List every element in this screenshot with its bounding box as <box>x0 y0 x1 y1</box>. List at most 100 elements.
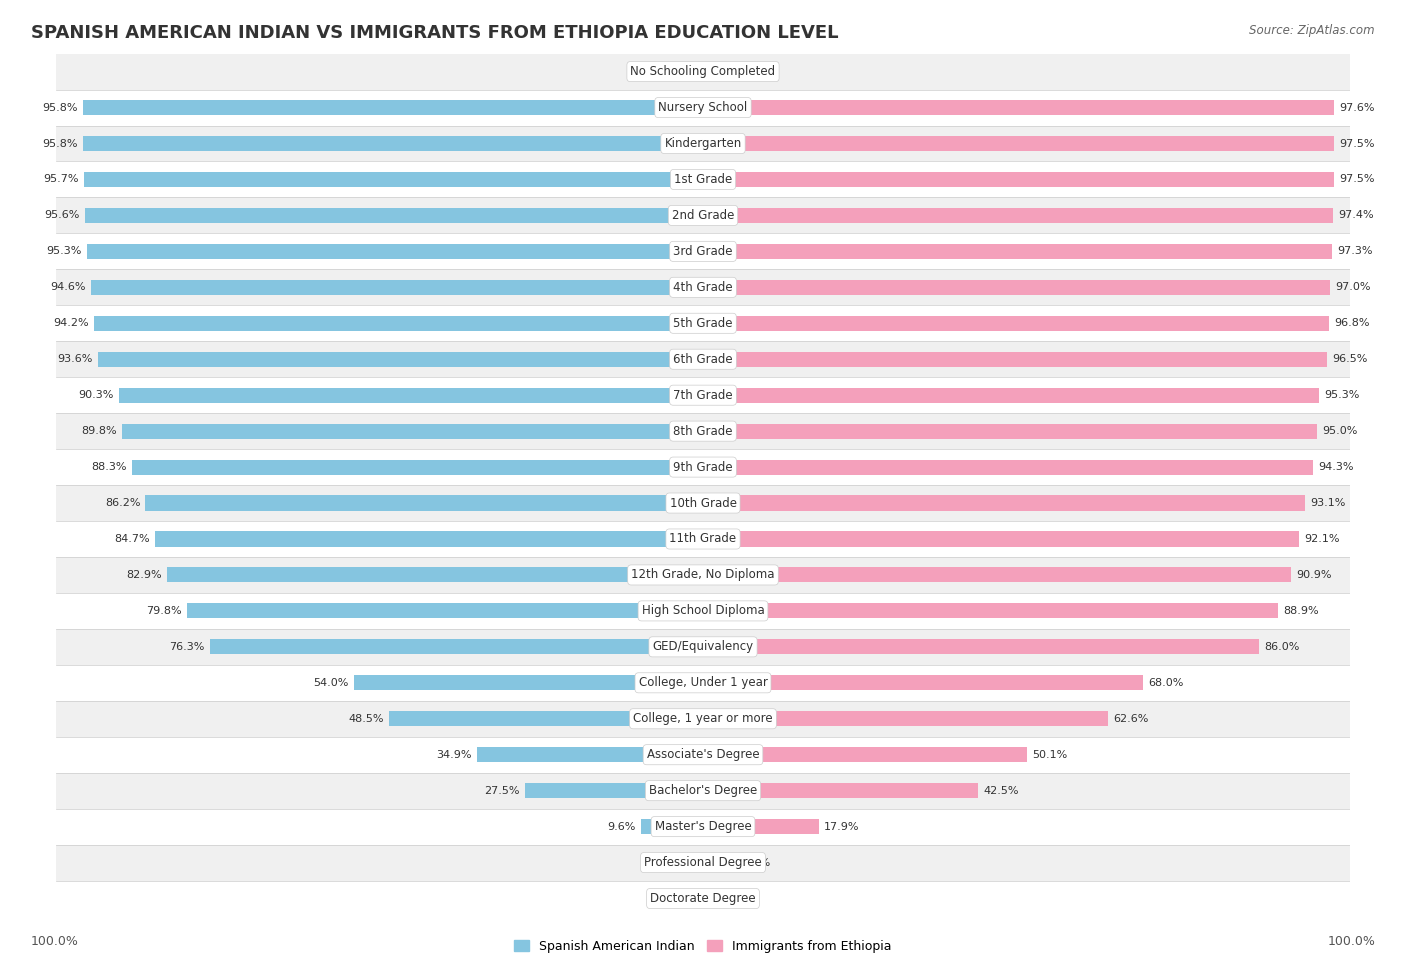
Text: College, Under 1 year: College, Under 1 year <box>638 677 768 689</box>
Text: 54.0%: 54.0% <box>314 678 349 687</box>
Bar <box>56 880 1350 916</box>
Text: Master's Degree: Master's Degree <box>655 820 751 833</box>
Text: 2nd Grade: 2nd Grade <box>672 209 734 222</box>
Text: 90.3%: 90.3% <box>79 390 114 400</box>
Text: High School Diploma: High School Diploma <box>641 604 765 617</box>
Bar <box>703 891 718 906</box>
Text: 93.6%: 93.6% <box>58 354 93 365</box>
Bar <box>187 604 703 618</box>
Text: 2.5%: 2.5% <box>724 66 752 77</box>
Bar <box>703 855 737 870</box>
Text: 97.6%: 97.6% <box>1340 102 1375 112</box>
Text: GED/Equivalency: GED/Equivalency <box>652 641 754 653</box>
Bar <box>56 737 1350 772</box>
Text: 95.8%: 95.8% <box>42 138 79 148</box>
Bar <box>97 352 703 367</box>
Bar <box>696 891 703 906</box>
Bar <box>56 701 1350 737</box>
Text: Nursery School: Nursery School <box>658 101 748 114</box>
Text: College, 1 year or more: College, 1 year or more <box>633 713 773 725</box>
Text: 94.6%: 94.6% <box>51 283 86 292</box>
Text: 95.8%: 95.8% <box>42 102 79 112</box>
Text: 48.5%: 48.5% <box>349 714 384 723</box>
Text: Doctorate Degree: Doctorate Degree <box>650 892 756 905</box>
Text: 11th Grade: 11th Grade <box>669 532 737 545</box>
Text: 97.4%: 97.4% <box>1339 211 1374 220</box>
Bar <box>686 855 703 870</box>
Bar <box>703 711 1108 726</box>
Text: 86.0%: 86.0% <box>1264 642 1299 652</box>
Text: 6th Grade: 6th Grade <box>673 353 733 366</box>
Text: 4th Grade: 4th Grade <box>673 281 733 293</box>
Text: 42.5%: 42.5% <box>983 786 1018 796</box>
Text: 68.0%: 68.0% <box>1147 678 1184 687</box>
Bar <box>703 819 818 835</box>
Bar <box>703 747 1026 762</box>
Bar <box>703 783 979 799</box>
Bar <box>167 567 703 582</box>
Text: 79.8%: 79.8% <box>146 605 181 616</box>
Text: 97.5%: 97.5% <box>1339 138 1374 148</box>
Bar <box>641 819 703 835</box>
Text: 94.2%: 94.2% <box>53 318 89 329</box>
Text: 1.1%: 1.1% <box>662 893 690 904</box>
Bar <box>155 531 703 547</box>
Text: 1st Grade: 1st Grade <box>673 173 733 186</box>
Text: 12th Grade, No Diploma: 12th Grade, No Diploma <box>631 568 775 581</box>
Text: 8th Grade: 8th Grade <box>673 425 733 438</box>
Text: 95.0%: 95.0% <box>1323 426 1358 436</box>
Bar <box>56 449 1350 486</box>
Bar <box>145 495 703 511</box>
Bar <box>703 136 1333 151</box>
Bar <box>703 280 1330 294</box>
Text: 5.3%: 5.3% <box>742 858 770 868</box>
Bar <box>703 640 1260 654</box>
Text: Kindergarten: Kindergarten <box>665 137 741 150</box>
Text: 7th Grade: 7th Grade <box>673 389 733 402</box>
Text: 62.6%: 62.6% <box>1114 714 1149 723</box>
Text: 17.9%: 17.9% <box>824 822 859 832</box>
Bar <box>526 783 703 799</box>
Text: 50.1%: 50.1% <box>1032 750 1067 760</box>
Legend: Spanish American Indian, Immigrants from Ethiopia: Spanish American Indian, Immigrants from… <box>509 935 897 957</box>
Bar <box>56 593 1350 629</box>
Bar <box>56 305 1350 341</box>
Text: 2.4%: 2.4% <box>724 893 752 904</box>
Bar <box>83 100 703 115</box>
Text: 94.3%: 94.3% <box>1317 462 1354 472</box>
Text: 100.0%: 100.0% <box>31 935 79 948</box>
Text: 86.2%: 86.2% <box>105 498 141 508</box>
Text: 5th Grade: 5th Grade <box>673 317 733 330</box>
Bar <box>209 640 703 654</box>
Text: 95.7%: 95.7% <box>44 175 79 184</box>
Bar <box>703 567 1291 582</box>
Text: 89.8%: 89.8% <box>82 426 117 436</box>
Bar <box>56 486 1350 521</box>
Bar <box>354 676 703 690</box>
Bar <box>84 208 703 223</box>
Bar <box>56 521 1350 557</box>
Bar <box>56 844 1350 880</box>
Text: 10th Grade: 10th Grade <box>669 496 737 510</box>
Text: 100.0%: 100.0% <box>1327 935 1375 948</box>
Bar <box>477 747 703 762</box>
Text: Professional Degree: Professional Degree <box>644 856 762 869</box>
Bar <box>56 665 1350 701</box>
Bar <box>703 459 1313 475</box>
Text: 9.6%: 9.6% <box>607 822 636 832</box>
Bar <box>56 772 1350 808</box>
Bar <box>703 244 1333 259</box>
Text: 9th Grade: 9th Grade <box>673 460 733 474</box>
Bar <box>703 64 720 79</box>
Text: 90.9%: 90.9% <box>1296 570 1331 580</box>
Bar <box>56 377 1350 413</box>
Bar <box>122 423 703 439</box>
Bar <box>56 557 1350 593</box>
Bar <box>703 100 1334 115</box>
Bar <box>84 172 703 187</box>
Text: 97.5%: 97.5% <box>1339 175 1374 184</box>
Bar <box>56 126 1350 162</box>
Bar <box>389 711 703 726</box>
Text: 95.3%: 95.3% <box>46 247 82 256</box>
Bar <box>56 162 1350 197</box>
